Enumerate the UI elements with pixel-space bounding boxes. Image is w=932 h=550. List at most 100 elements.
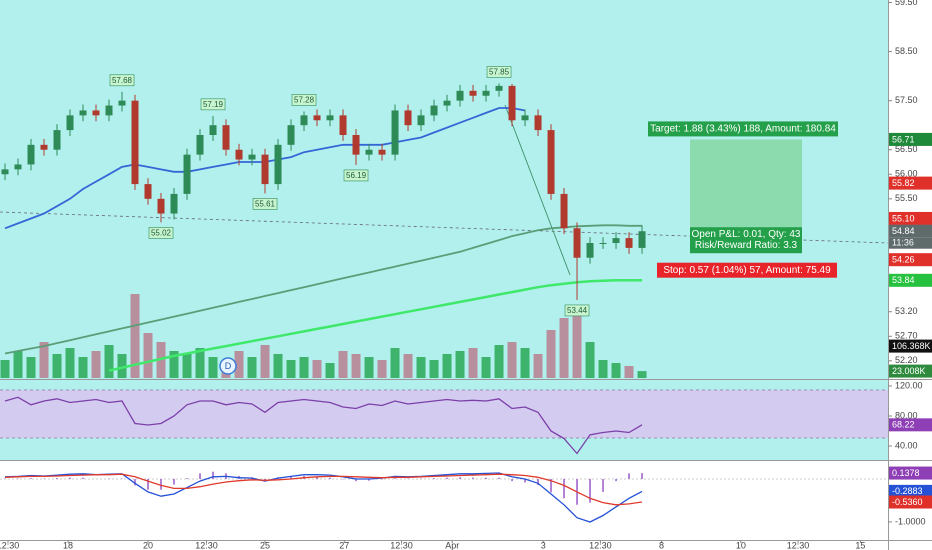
candle-body (521, 115, 529, 121)
volume-bar (195, 348, 205, 378)
x-tick-label: 12:30 (589, 540, 612, 550)
volume-bar (507, 342, 517, 378)
histogram-bar (199, 473, 201, 479)
candle-body (430, 105, 438, 116)
indicator-line (4, 473, 643, 506)
high-label: 57.85 (489, 68, 510, 77)
target-zone (690, 139, 802, 232)
histogram-bar (173, 478, 175, 485)
volume-bar (559, 318, 569, 378)
volume-bar (0, 360, 10, 378)
volume-bar (104, 345, 114, 378)
volume-bar (364, 357, 374, 378)
y-tick-label: 52.20 (895, 355, 918, 365)
volume-bar (533, 354, 543, 378)
candle-body (612, 238, 620, 243)
low-label: 55.61 (255, 200, 276, 209)
histogram-bar (355, 478, 357, 482)
price-tag (889, 132, 932, 146)
low-label-box (148, 227, 174, 239)
volume-bar (429, 360, 439, 378)
candle-body (53, 130, 61, 150)
volume-bar (338, 351, 348, 378)
candle-body (534, 115, 542, 131)
price-tag (889, 495, 932, 509)
volume-bar (377, 360, 387, 378)
volume-bar (403, 354, 413, 378)
candle-body (547, 130, 555, 194)
candle-body (352, 135, 360, 155)
price-tag-label: 106.368K (892, 341, 931, 351)
y-tick-label: 56.00 (895, 169, 918, 179)
event-label: D (225, 361, 232, 371)
countdown-box (889, 237, 932, 249)
histogram-bar (368, 478, 370, 481)
y-tick-label: 52.70 (895, 331, 918, 341)
candle-body (482, 90, 490, 96)
price-tag-label: -0.5360 (892, 497, 923, 507)
indicator-line (108, 279, 642, 372)
price-tag-label: 68.22 (892, 420, 915, 430)
x-tick-label: 18 (63, 540, 73, 550)
countdown: 11:36 (892, 238, 914, 248)
volume-bar (247, 357, 257, 378)
candle-body (261, 154, 269, 185)
histogram-bar (472, 477, 474, 479)
target-text: Target: 1.88 (3.43%) 188, Amount: 180.84 (650, 124, 836, 135)
pnl-text: Open P&L: 0.01, Qty: 43 (692, 229, 801, 240)
low-label: 55.02 (151, 228, 172, 237)
x-tick-label: Apr (445, 540, 459, 550)
high-label-box (200, 98, 226, 111)
histogram-bar (563, 478, 565, 499)
volume-bar (611, 363, 621, 378)
candle-body (118, 100, 126, 106)
histogram-bar (147, 478, 149, 490)
volume-bar (299, 357, 309, 378)
candle-body (599, 243, 607, 244)
indicator-line (4, 396, 643, 455)
candle-body (326, 115, 334, 121)
price-tag (889, 466, 932, 480)
candle-body (248, 154, 256, 160)
candle-body (144, 184, 152, 199)
histogram-bar (511, 478, 513, 482)
price-tag (889, 364, 932, 378)
candle-body (469, 90, 477, 96)
stop-text: Stop: 0.57 (1.04%) 57, Amount: 75.49 (663, 265, 831, 276)
volume-bar (273, 354, 283, 378)
x-tick-label: 8 (659, 540, 664, 550)
volume-bar (260, 345, 270, 378)
volume-bar (520, 348, 530, 378)
price-tag-label: 54.84 (892, 226, 915, 236)
volume-bar (39, 342, 49, 378)
volume-bar (117, 354, 127, 378)
volume-bar (481, 357, 491, 378)
candle-body (378, 149, 386, 155)
volume-bar (26, 357, 36, 378)
candle-body (79, 110, 87, 116)
y-tick-label: 120.00 (895, 380, 923, 390)
histogram-bar (264, 478, 266, 480)
histogram-bar (82, 477, 84, 479)
histogram-bar (186, 478, 188, 479)
candle-body (14, 164, 22, 170)
volume-bar (468, 348, 478, 378)
histogram-bar (290, 476, 292, 479)
price-tag-label: 53.84 (892, 275, 915, 285)
histogram-bar (524, 478, 526, 483)
x-tick-label: 15 (855, 540, 865, 550)
candle-body (391, 110, 399, 155)
price-tag (889, 211, 932, 225)
high-label-box (109, 74, 135, 87)
price-tag (889, 224, 932, 238)
low-label: 56.19 (346, 171, 367, 180)
rsi-band (0, 390, 888, 438)
high-label-box (291, 94, 317, 106)
histogram-bar (30, 478, 32, 479)
histogram-bar (446, 477, 448, 479)
candle-body (40, 144, 48, 150)
volume-bar (572, 309, 582, 378)
low-label-box (252, 198, 278, 210)
low-label: 53.44 (567, 306, 588, 315)
